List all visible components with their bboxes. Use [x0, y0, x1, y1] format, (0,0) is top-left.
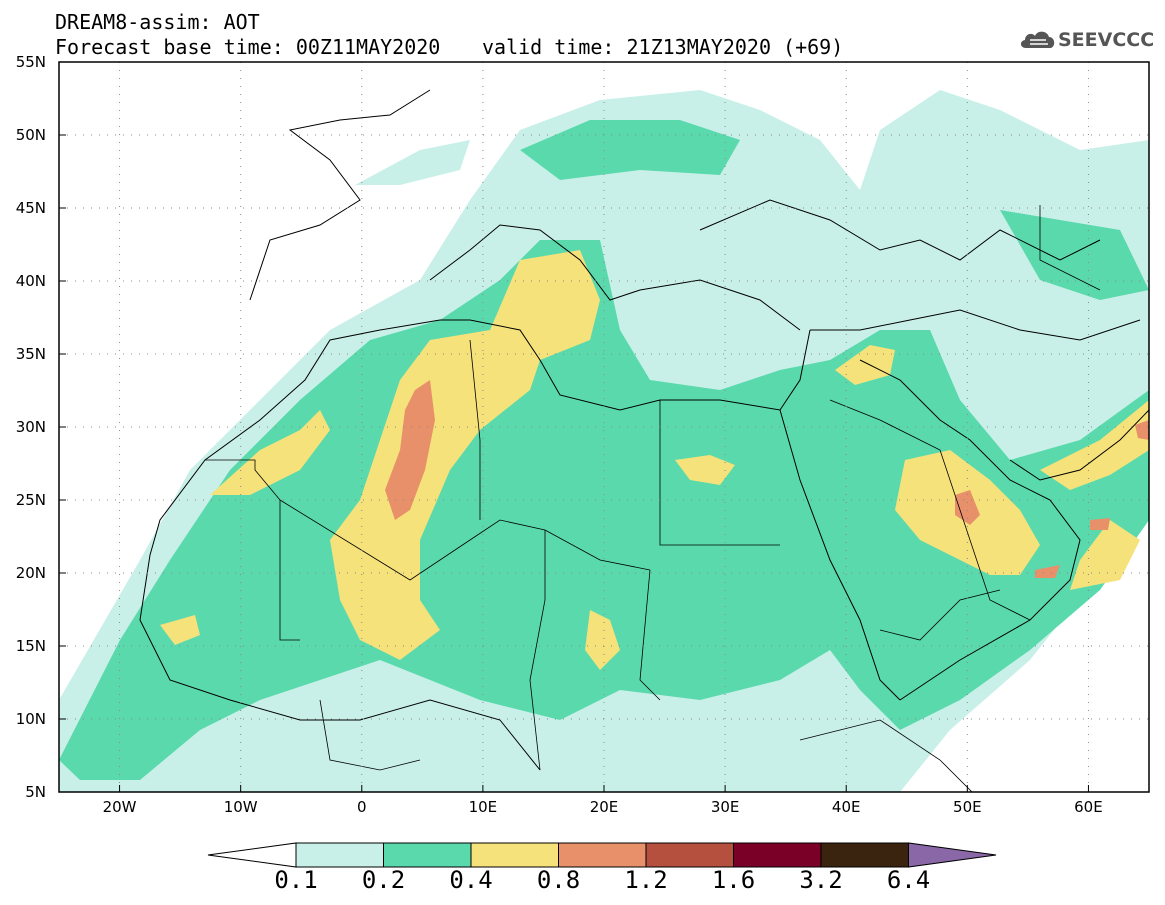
- valid-time: valid time: 21Z13MAY2020 (+69): [482, 35, 844, 59]
- lat-label: 5N: [25, 783, 46, 801]
- lon-label: 50E: [953, 798, 982, 816]
- aot-contour-high: [160, 615, 200, 645]
- colorbar: [207, 842, 997, 868]
- border: [279, 499, 651, 581]
- aot-contour-vhigh: [385, 380, 435, 520]
- lon-label: 20E: [589, 798, 619, 816]
- border: [639, 569, 661, 701]
- country-borders: [205, 205, 1101, 792]
- lon-label: 30E: [710, 798, 740, 816]
- aot-contour-high: [585, 610, 620, 670]
- colorbar-tick-label: 0.2: [361, 866, 406, 894]
- aot-contour-mid: [520, 120, 740, 180]
- aot-contour-vhigh: [1090, 518, 1110, 530]
- border: [879, 589, 1001, 641]
- coastlines: [139, 89, 1149, 771]
- cloud-icon: [1020, 31, 1055, 48]
- border: [529, 530, 546, 771]
- lon-label: 10W: [223, 798, 258, 816]
- border: [319, 699, 421, 771]
- aot-contour-vhigh: [1035, 565, 1060, 578]
- coastline: [429, 224, 801, 331]
- border: [205, 459, 300, 641]
- border: [659, 400, 780, 546]
- lat-label: 45N: [15, 199, 46, 217]
- aot-contour-high: [210, 410, 330, 495]
- lat-label: 50N: [15, 126, 46, 144]
- coastline: [1009, 409, 1149, 481]
- colorbar-tick-label: 6.4: [886, 866, 931, 894]
- lat-label: 35N: [15, 345, 46, 363]
- lat-label: 40N: [15, 272, 46, 290]
- colorbar-tick-label: 1.2: [624, 866, 668, 894]
- lon-label: 60E: [1074, 798, 1103, 816]
- aot-contour-high: [330, 250, 600, 660]
- logo-text: SEEVCCC: [1058, 29, 1155, 51]
- colorbar-tick-label: 0.8: [536, 866, 581, 894]
- aot-contour-vhigh: [1135, 420, 1149, 440]
- colorbar-segment: [733, 842, 822, 868]
- lat-label: 25N: [15, 491, 46, 509]
- colorbar-tick-label: 0.4: [449, 866, 493, 894]
- lon-label: 20W: [102, 798, 137, 816]
- colorbar-segment: [470, 842, 559, 868]
- aot-contour-high: [1070, 520, 1140, 590]
- colorbar-tick-label: 3.2: [799, 866, 843, 894]
- border: [799, 719, 973, 792]
- colorbar-tick-label: 1.6: [711, 866, 756, 894]
- aot-contour-high: [835, 345, 895, 385]
- coastline: [249, 89, 431, 301]
- aot-contour-vhigh: [955, 490, 980, 525]
- border: [829, 399, 1031, 621]
- lat-label: 10N: [15, 710, 46, 728]
- coastline: [139, 554, 541, 771]
- aot-field: [59, 89, 1149, 792]
- border: [469, 339, 481, 520]
- colorbar-segment: [820, 842, 909, 868]
- colorbar-under-triangle: [207, 842, 297, 868]
- aot-contour-low: [355, 140, 470, 185]
- coastline: [779, 409, 901, 701]
- lon-label: 40E: [831, 798, 861, 816]
- lon-label: 10E: [468, 798, 498, 816]
- lat-label: 20N: [15, 564, 46, 582]
- lat-label: 30N: [15, 418, 46, 436]
- colorbar-tick-label: 0.1: [274, 866, 318, 894]
- lat-label: 15N: [15, 637, 46, 655]
- axis-ticks: [59, 61, 1089, 793]
- lon-label: 0: [356, 798, 367, 816]
- gridlines: [59, 62, 1149, 792]
- lat-label: 55N: [15, 53, 46, 71]
- colorbar-segment: [383, 842, 472, 868]
- coastline: [859, 359, 1081, 701]
- coastline: [810, 309, 1141, 341]
- colorbar-over-triangle: [908, 842, 997, 868]
- coastline: [149, 319, 811, 556]
- aot-contour-high: [1040, 400, 1149, 490]
- border: [1039, 205, 1101, 291]
- aot-contour-mid: [1000, 210, 1149, 300]
- forecast-base-time: Forecast base time: 00Z11MAY2020: [55, 35, 441, 59]
- colorbar-segment: [645, 842, 734, 868]
- aot-contour-high: [675, 455, 735, 485]
- colorbar-segment: [295, 842, 384, 868]
- colorbar-segment: [558, 842, 647, 868]
- map-title: DREAM8-assim: AOT: [55, 10, 260, 34]
